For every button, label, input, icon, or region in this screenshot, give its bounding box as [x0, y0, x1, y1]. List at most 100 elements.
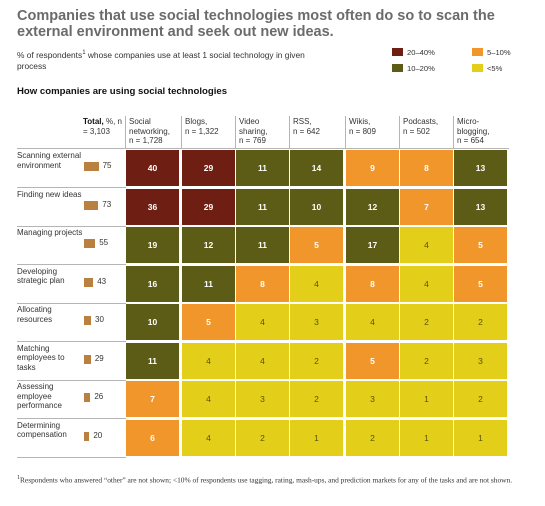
column-header-label: Social networking,: [129, 117, 170, 136]
column-header-n: n = 1,728: [129, 136, 163, 145]
cell-r0-c0: 40: [126, 150, 179, 186]
cell-r0-c2: 11: [236, 150, 289, 186]
cell-r2-c4: 17: [346, 227, 399, 263]
header-separator-3: [289, 116, 290, 148]
cell-r6-c2: 3: [236, 381, 289, 417]
cell-r1-c1: 29: [182, 188, 235, 225]
total-bar-4: [84, 316, 92, 325]
cell-r2-c1: 12: [182, 227, 235, 263]
row-rule-3: [17, 302, 126, 304]
cell-r4-c3: 3: [290, 304, 343, 340]
cell-r7-c6: 1: [454, 419, 507, 456]
cell-r1-c4: 12: [346, 188, 399, 225]
column-header-label: Video sharing,: [239, 117, 268, 136]
row-label-6: Assessing employee performance: [17, 382, 62, 411]
total-bar-0: [84, 162, 99, 171]
total-value-0: 75: [102, 161, 112, 170]
cell-r3-c4: 8: [346, 265, 399, 302]
cell-r0-c5: 8: [400, 150, 453, 186]
row-label-3: Developing strategic plan: [17, 266, 65, 286]
chart-subtitle: % of respondents1 whose companies use at…: [17, 49, 305, 71]
cell-r4-c5: 2: [400, 304, 453, 340]
cell-r6-c0: 7: [126, 381, 179, 417]
cell-r1-c0: 36: [126, 188, 179, 225]
cell-r7-c2: 2: [236, 419, 289, 456]
cell-r2-c5: 4: [400, 227, 453, 263]
total-value-1: 73: [102, 199, 112, 209]
row-label-7: Determining compensation: [17, 420, 67, 440]
cell-r6-c1: 4: [182, 381, 235, 417]
cell-r7-c0: 6: [126, 419, 179, 456]
cell-r4-c1: 5: [182, 304, 235, 340]
total-column-header: Total, %, n = 3,103: [83, 117, 122, 136]
legend-swatch-10-20: [392, 64, 403, 72]
cell-r5-c3: 2: [290, 342, 343, 379]
column-header-n: n = 1,322: [185, 126, 219, 136]
cell-r3-c2: 8: [236, 265, 289, 302]
column-header-4: Wikis, n = 809: [349, 117, 398, 136]
row-label-2: Managing projects: [17, 228, 83, 237]
header-separator-4: [345, 116, 346, 148]
cell-r3-c0: 16: [126, 265, 179, 302]
legend-swatch-20-40: [392, 48, 403, 56]
row-rule-6: [17, 418, 126, 419]
cell-r7-c4: 2: [346, 419, 399, 456]
column-header-3: RSS, n = 642: [293, 117, 342, 136]
total-value-3: 43: [97, 276, 107, 286]
header-separator-0: [125, 116, 126, 148]
cell-r0-c1: 29: [182, 150, 235, 186]
cell-r1-c3: 10: [290, 188, 343, 225]
cell-r6-c3: 2: [290, 381, 343, 417]
total-bar-6: [84, 393, 91, 402]
row-label-1: Finding new ideas: [17, 189, 82, 199]
column-header-label: Blogs,: [185, 117, 208, 126]
total-bar-3: [84, 277, 94, 287]
column-header-0: Social networking, n = 1,728: [129, 117, 178, 146]
total-value-2: 55: [99, 238, 109, 247]
cell-r5-c4: 5: [346, 342, 399, 379]
chart-title: Companies that use social technologies m…: [17, 8, 495, 40]
row-rule-5: [17, 379, 126, 381]
row-rule-1: [17, 225, 126, 227]
column-header-n: n = 654: [457, 136, 484, 145]
cell-r4-c4: 4: [346, 304, 399, 340]
column-header-1: Blogs, n = 1,322: [185, 117, 234, 136]
header-separator-6: [453, 116, 454, 148]
column-header-label: Micro-blogging,: [457, 117, 490, 136]
cell-r0-c4: 9: [346, 150, 399, 186]
total-value-6: 26: [94, 392, 104, 401]
cell-r0-c3: 14: [290, 150, 343, 186]
legend: 20–40% 5–10% 10–20% <5%: [392, 48, 542, 76]
row-label-5: Matching employees to tasks: [17, 343, 65, 372]
footnote: 1Respondents who answered “other” are no…: [17, 475, 513, 485]
cell-r7-c1: 4: [182, 419, 235, 456]
header-separator-2: [235, 116, 236, 148]
cell-r4-c2: 4: [236, 304, 289, 340]
cell-r3-c3: 4: [290, 265, 343, 302]
row-rule-0: [17, 187, 126, 188]
column-header-n: n = 809: [349, 126, 376, 136]
column-header-6: Micro-blogging, n = 654: [457, 117, 506, 146]
row-rule-7: [17, 456, 126, 458]
total-value-5: 29: [94, 353, 104, 363]
cell-r6-c5: 1: [400, 381, 453, 417]
total-bar-1: [84, 200, 99, 210]
legend-item-lt5: <5%: [472, 64, 502, 73]
column-header-n: n = 769: [239, 136, 266, 145]
column-header-5: Podcasts, n = 502: [403, 117, 452, 136]
cell-r6-c6: 2: [454, 381, 507, 417]
cell-r7-c5: 1: [400, 419, 453, 456]
cell-r2-c3: 5: [290, 227, 343, 263]
cell-r0-c6: 13: [454, 150, 507, 186]
total-value-4: 30: [95, 315, 104, 324]
cell-r7-c3: 1: [290, 419, 343, 456]
column-header-n: n = 642: [293, 126, 320, 136]
cell-r5-c5: 2: [400, 342, 453, 379]
cell-r2-c0: 19: [126, 227, 179, 263]
cell-r5-c1: 4: [182, 342, 235, 379]
header-separator-1: [181, 116, 182, 148]
cell-r5-c6: 3: [454, 342, 507, 379]
cell-r4-c6: 2: [454, 304, 507, 340]
legend-swatch-5-10: [472, 48, 483, 56]
row-label-4: Allocating resources: [17, 305, 53, 324]
